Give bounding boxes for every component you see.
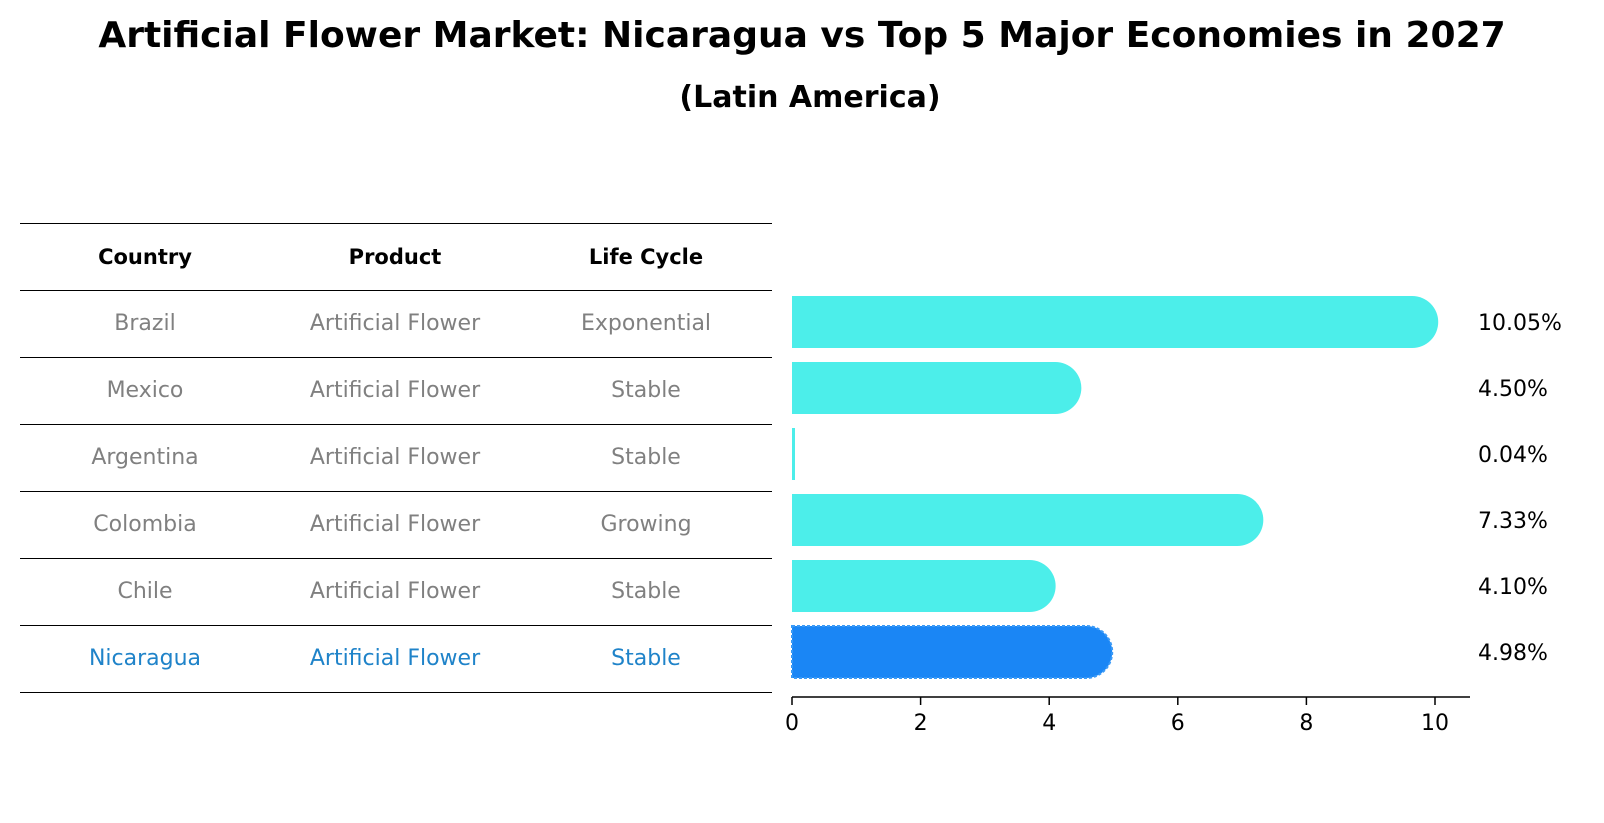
bar-chile [792, 560, 1056, 612]
table-row-highlight: Nicaragua Artificial Flower Stable [20, 626, 772, 693]
cell-country: Nicaragua [88, 646, 202, 671]
header-product: Product [348, 245, 442, 269]
header-life-cycle: Life Cycle [588, 245, 704, 269]
table-row: Mexico Artificial Flower Stable [20, 358, 772, 425]
cell-country: Colombia [93, 512, 197, 537]
cell-life-cycle: Stable [611, 378, 681, 403]
bar-argentina [792, 428, 795, 480]
cell-product: Artificial Flower [309, 311, 481, 336]
cell-life-cycle: Stable [611, 579, 681, 604]
x-tick-label: 10 [1421, 711, 1449, 736]
cell-country: Brazil [114, 311, 176, 336]
cell-product: Artificial Flower [309, 445, 481, 470]
x-tick-label: 0 [785, 711, 799, 736]
cell-country: Chile [117, 579, 173, 604]
cell-life-cycle: Stable [611, 646, 681, 671]
value-label: 10.05% [1478, 311, 1562, 336]
cell-product: Artificial Flower [309, 646, 481, 671]
bar-nicaragua [791, 625, 1114, 679]
table-row: Argentina Artificial Flower Stable [20, 425, 772, 492]
x-tick-label: 2 [914, 711, 928, 736]
bar-brazil [792, 296, 1439, 348]
value-label: 4.10% [1478, 575, 1548, 600]
value-label: 7.33% [1478, 509, 1548, 534]
cell-product: Artificial Flower [309, 512, 481, 537]
table-row: Colombia Artificial Flower Growing [20, 492, 772, 559]
cell-country: Mexico [106, 378, 184, 403]
cell-life-cycle: Exponential [580, 311, 712, 336]
cell-product: Artificial Flower [309, 579, 481, 604]
chart-subtitle: (Latin America) [679, 80, 941, 115]
value-label: 0.04% [1478, 443, 1548, 468]
data-table: Country Product Life Cycle Brazil Artifi… [20, 223, 772, 693]
table-header-row: Country Product Life Cycle [20, 223, 772, 291]
x-tick-label: 4 [1042, 711, 1056, 736]
value-label: 4.50% [1478, 377, 1548, 402]
table-row: Brazil Artificial Flower Exponential [20, 291, 772, 358]
header-country: Country [98, 245, 192, 269]
cell-country: Argentina [91, 445, 199, 470]
table-row: Chile Artificial Flower Stable [20, 559, 772, 626]
value-label: 4.98% [1478, 641, 1548, 666]
bar-colombia [792, 494, 1264, 546]
cell-life-cycle: Growing [600, 512, 692, 537]
x-tick-label: 6 [1171, 711, 1185, 736]
x-tick-label: 8 [1299, 711, 1313, 736]
cell-product: Artificial Flower [309, 378, 481, 403]
chart-title: Artificial Flower Market: Nicaragua vs T… [98, 15, 1506, 56]
bar-mexico [792, 362, 1082, 414]
cell-life-cycle: Stable [611, 445, 681, 470]
